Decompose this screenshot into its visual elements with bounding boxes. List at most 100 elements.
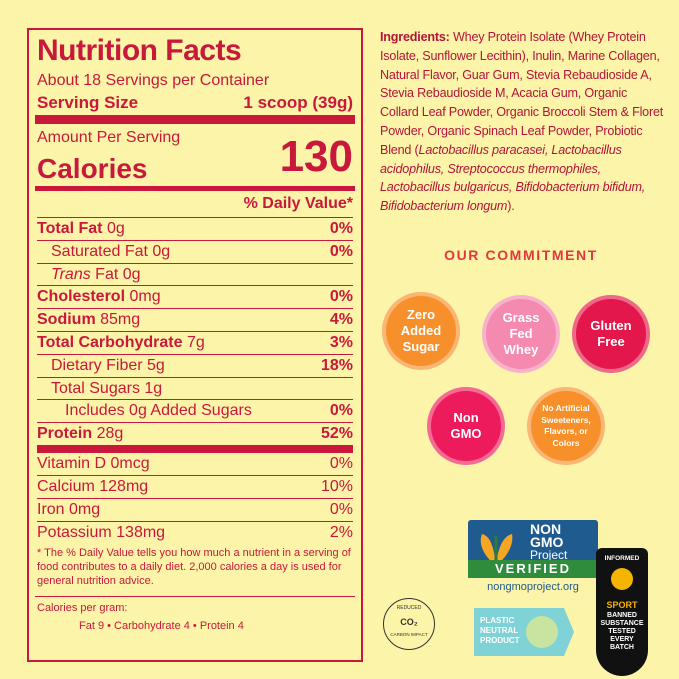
commitment-badge: Gluten Free xyxy=(572,295,650,373)
nutrient-name: Fat xyxy=(95,265,119,283)
daily-value: 0% xyxy=(329,242,353,260)
informed-sport-badge: INFORMED SPORT BANNED SUBSTANCE TESTED E… xyxy=(596,548,648,676)
nutrient-name: Total Carbohydrate xyxy=(37,334,183,351)
nutrient-label: Dietary Fiber 5g xyxy=(37,357,165,374)
plastic-badge: PLASTIC NEUTRAL PRODUCT xyxy=(474,608,574,656)
verified: VERIFIED xyxy=(468,560,598,578)
calories-per-gram-values: Fat 9 • Carbohydrate 4 • Protein 4 xyxy=(79,620,244,632)
nutrient-row: Calcium 128mg 10% xyxy=(37,475,353,498)
nutrient-amount: 0mcg xyxy=(110,455,150,472)
plastic-text: PLASTIC NEUTRAL PRODUCT xyxy=(480,616,520,646)
nutrition-title: Nutrition Facts xyxy=(37,34,242,67)
carbon-bottom: CARBON IMPACT xyxy=(390,632,428,637)
commitment-badge: No Artificial Sweeteners, Flavors, or Co… xyxy=(527,387,605,465)
nutrient-label: Total Fat 0g xyxy=(37,220,125,237)
daily-value: 2% xyxy=(329,523,353,541)
nutrient-row: Protein 28g 52% xyxy=(37,422,353,445)
servings: About 18 Servings per Container xyxy=(37,72,270,89)
nutrient-label: Protein 28g xyxy=(37,425,123,442)
nutrient-row: Total Fat 0g 0% xyxy=(37,217,353,240)
nutrient-amount: 0mg xyxy=(129,288,161,306)
calories-per-gram: Calories per gram: xyxy=(37,602,128,614)
nutrient-amount: 85mg xyxy=(100,311,141,329)
project: Project xyxy=(530,548,568,562)
daily-value: 3% xyxy=(329,334,353,351)
daily-value: 4% xyxy=(329,311,353,329)
daily-value-header: % Daily Value* xyxy=(243,195,353,212)
nutrient-label: Sodium 85mg xyxy=(37,311,140,328)
ingredients-tail: ). xyxy=(507,199,515,214)
nutrition-panel: Nutrition Facts About 18 Servings per Co… xyxy=(27,28,363,662)
calories-value: 130 xyxy=(279,132,353,181)
nutrient-amount: 138mg xyxy=(116,523,166,541)
commitment-badge: Grass Fed Whey xyxy=(482,295,560,373)
nutrient-row: Total Carbohydrate 7g 3% xyxy=(37,331,353,354)
nutrient-amount: 0g Added Sugars xyxy=(129,402,252,420)
non: NON xyxy=(530,521,562,537)
thick-rule xyxy=(35,115,355,124)
nutrient-row: Sodium 85mg 4% xyxy=(37,308,353,331)
nutrient-name: Total Fat xyxy=(37,220,103,237)
ingredients: Ingredients: Whey Protein Isolate (Whey … xyxy=(380,28,664,216)
daily-value: 0% xyxy=(329,402,353,420)
nutrient-row: Total Sugars 1g xyxy=(37,376,353,400)
daily-value: 0% xyxy=(329,220,353,237)
nutrient-row: Trans Fat 0g xyxy=(37,262,353,286)
nutrient-amount: 0g xyxy=(122,265,141,283)
footnote: * The % Daily Value tells you how much a… xyxy=(37,547,351,587)
plastic-line2: NEUTRAL xyxy=(480,626,519,635)
informed-top: INFORMED xyxy=(604,555,640,562)
nutrient-name: Total Sugars xyxy=(51,379,140,397)
nutrient-label: Vitamin D 0mcg xyxy=(37,455,150,472)
nutrient-label: Trans Fat 0g xyxy=(37,266,141,283)
nutrient-row: Saturated Fat 0g 0% xyxy=(37,239,353,263)
commitment-title: OUR COMMITMENT xyxy=(444,247,598,263)
daily-value: 52% xyxy=(320,425,353,443)
commitment-badge: Non GMO xyxy=(427,387,505,465)
informed-icon xyxy=(611,568,633,590)
nutrient-amount: 0g xyxy=(106,220,125,237)
serving-size-label: Serving Size xyxy=(37,93,139,112)
nutrient-amount: 128mg xyxy=(99,478,149,495)
thin-rule xyxy=(35,596,355,597)
nutrient-name: Saturated Fat xyxy=(51,242,148,260)
serving-size: Serving Size 1 scoop (39g) xyxy=(37,93,353,113)
nutrient-row: Iron 0mg 0% xyxy=(37,497,353,521)
daily-value: 0% xyxy=(329,455,353,472)
informed-sport: SPORT xyxy=(606,600,638,610)
carbon-top: REDUCED xyxy=(396,605,422,611)
nutrient-name: Cholesterol xyxy=(37,288,126,306)
non-gmo-badge: NON GMO Project VERIFIED nongmoproject.org xyxy=(468,520,598,600)
nutrient-amount: 28g xyxy=(96,425,124,443)
nutrient-row: Dietary Fiber 5g 18% xyxy=(37,353,353,377)
nutrient-name: Sodium xyxy=(37,311,96,329)
gmo: GMO xyxy=(530,534,564,550)
nutrient-label: Total Sugars 1g xyxy=(37,380,162,397)
nutrient-row: Includes 0g Added Sugars 0% xyxy=(37,399,353,422)
ingredients-italic: Lactobacillus paracasei, Lactobacillus a… xyxy=(380,142,646,214)
amount-per-serving: Amount Per Serving xyxy=(37,129,181,146)
nutrient-amount: 0g xyxy=(152,242,171,260)
daily-value: 18% xyxy=(320,356,353,374)
daily-value: 10% xyxy=(320,478,353,495)
nutrient-name: Vitamin D xyxy=(37,455,107,472)
nutrient-name: Calcium xyxy=(37,478,95,495)
nutrient-label: Potassium 138mg xyxy=(37,524,165,541)
nutrient-name: Dietary Fiber xyxy=(51,356,143,374)
nutrient-name: Iron xyxy=(37,500,65,518)
nutrient-row: Vitamin D 0mcg 0% xyxy=(37,445,353,475)
plastic-line1: PLASTIC xyxy=(480,616,515,625)
commitment-badge: Zero Added Sugar xyxy=(382,292,460,370)
daily-value: 0% xyxy=(329,288,353,306)
nutrient-label: Cholesterol 0mg xyxy=(37,288,161,305)
informed-text: BANNED SUBSTANCE TESTED EVERY BATCH xyxy=(600,612,644,651)
nutrient-row: Potassium 138mg 2% xyxy=(37,520,353,544)
globe-icon xyxy=(526,616,558,648)
plastic-line3: PRODUCT xyxy=(480,636,520,645)
nutrient-amount: 1g xyxy=(144,379,163,397)
nutrient-label: Total Carbohydrate 7g xyxy=(37,334,205,351)
calories-label: Calories xyxy=(37,153,148,184)
nutrient-name: Potassium xyxy=(37,523,112,541)
nutrient-amount: 5g xyxy=(147,356,165,374)
